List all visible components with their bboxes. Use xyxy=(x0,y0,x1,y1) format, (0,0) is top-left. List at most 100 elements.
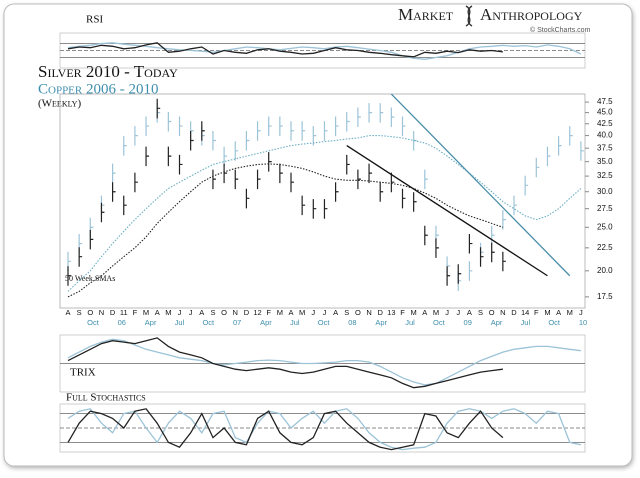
x-tick-label: S xyxy=(344,308,349,317)
x-tick-label: J xyxy=(311,308,315,317)
price-bar xyxy=(234,141,239,161)
y-tick-label: 27.5 xyxy=(597,204,613,213)
price-bar xyxy=(290,172,294,193)
x-tick-label: A xyxy=(467,308,472,317)
indicator-line xyxy=(67,338,581,386)
price-bar xyxy=(502,210,506,230)
chart-title: Silver 2010 - Today xyxy=(38,62,178,81)
price-bar xyxy=(357,107,361,128)
sma-line xyxy=(67,163,504,298)
price-bar xyxy=(323,121,328,141)
plot-frame xyxy=(59,93,586,309)
price-bar xyxy=(390,107,395,128)
price-bar xyxy=(368,103,373,123)
x-tick-label: D xyxy=(511,308,517,317)
x2-tick-label: 06 xyxy=(118,318,126,327)
x-tick-label: A xyxy=(199,308,204,317)
x2-tick-label: Apr xyxy=(491,318,503,327)
price-bar xyxy=(546,146,551,167)
logo-left: Market xyxy=(398,5,454,24)
price-bar xyxy=(190,131,194,151)
x-tick-label: M xyxy=(165,308,171,317)
x-tick-label: F xyxy=(534,308,539,317)
price-bar xyxy=(123,136,127,156)
price-bar xyxy=(446,266,451,286)
price-bar xyxy=(535,157,540,178)
x-tick-label: M xyxy=(411,308,417,317)
price-bar xyxy=(312,199,317,219)
y-tick-label: 32.5 xyxy=(597,171,613,180)
price-bar xyxy=(89,229,94,250)
indicator-line xyxy=(67,337,503,389)
trendline xyxy=(390,93,571,277)
price-bar xyxy=(78,247,83,267)
price-bar xyxy=(156,98,161,119)
x-tick-label: N xyxy=(366,308,371,317)
x-tick-label: J xyxy=(189,308,193,317)
x2-tick-label: 10 xyxy=(579,318,587,327)
x-tick-label: A xyxy=(288,308,293,317)
price-bar xyxy=(145,146,150,167)
x-tick-label: O xyxy=(87,308,93,317)
price-bar xyxy=(312,126,317,146)
x-tick-label: M xyxy=(277,308,283,317)
price-bar xyxy=(457,264,462,284)
trix-label: TRIX xyxy=(70,367,96,379)
y-tick-label: 20.0 xyxy=(597,266,613,275)
x-tick-label: M xyxy=(299,308,305,317)
x-tick-label: D xyxy=(110,308,116,317)
y-tick-label: 25.0 xyxy=(597,222,613,231)
price-bar xyxy=(569,126,573,146)
rsi-label: RSI xyxy=(86,14,103,26)
x2-tick-label: Jul xyxy=(405,318,415,327)
price-bar xyxy=(435,238,439,258)
x2-tick-label: Jul xyxy=(521,318,531,327)
price-bar xyxy=(290,121,294,141)
x-tick-label: A xyxy=(333,308,338,317)
price-bar xyxy=(134,172,138,193)
price-bar xyxy=(479,247,484,267)
y-tick-label: 45.0 xyxy=(597,108,613,117)
x-tick-label: J xyxy=(445,308,449,317)
price-bar xyxy=(424,169,428,190)
logo-right: Anthropology xyxy=(480,5,583,24)
x-tick-label: M xyxy=(143,308,149,317)
credit: © StockCharts.com xyxy=(530,26,591,34)
x2-tick-label: 09 xyxy=(464,318,472,327)
x-tick-label: O xyxy=(355,308,361,317)
logo-icon xyxy=(465,5,473,27)
price-bar xyxy=(357,169,361,190)
indicator-line xyxy=(67,408,504,451)
annotation: 50 Week SMAs xyxy=(65,274,115,283)
price-bar xyxy=(413,192,417,212)
price-bar xyxy=(323,199,328,219)
x-tick-label: N xyxy=(500,308,505,317)
x-tick-label: 13 xyxy=(387,308,395,317)
price-bar xyxy=(256,169,261,190)
x2-tick-label: Apr xyxy=(375,318,387,327)
x2-tick-label: Oct xyxy=(433,318,446,327)
x-tick-label: 11 xyxy=(120,308,128,317)
price-bar xyxy=(167,111,172,132)
price-bar xyxy=(234,169,239,190)
x-tick-label: J xyxy=(178,308,182,317)
x-tick-label: J xyxy=(579,308,583,317)
price-bar xyxy=(468,261,473,281)
price-bar xyxy=(401,116,406,137)
price-bar xyxy=(379,182,384,202)
x-tick-label: D xyxy=(244,308,250,317)
x-tick-label: A xyxy=(422,308,427,317)
x2-tick-label: 08 xyxy=(348,318,356,327)
stoch-label: Full Stochastics xyxy=(66,392,146,404)
price-bar xyxy=(580,141,584,161)
y-tick-label: 47.5 xyxy=(597,97,613,106)
y-tick-label: 22.5 xyxy=(597,243,613,252)
price-bar xyxy=(245,188,250,209)
price-bar xyxy=(524,175,529,196)
x-tick-label: M xyxy=(433,308,439,317)
x-tick-label: S xyxy=(478,308,483,317)
x-tick-label: F xyxy=(266,308,271,317)
x2-tick-label: Jul xyxy=(290,318,300,327)
x-tick-label: N xyxy=(233,308,238,317)
